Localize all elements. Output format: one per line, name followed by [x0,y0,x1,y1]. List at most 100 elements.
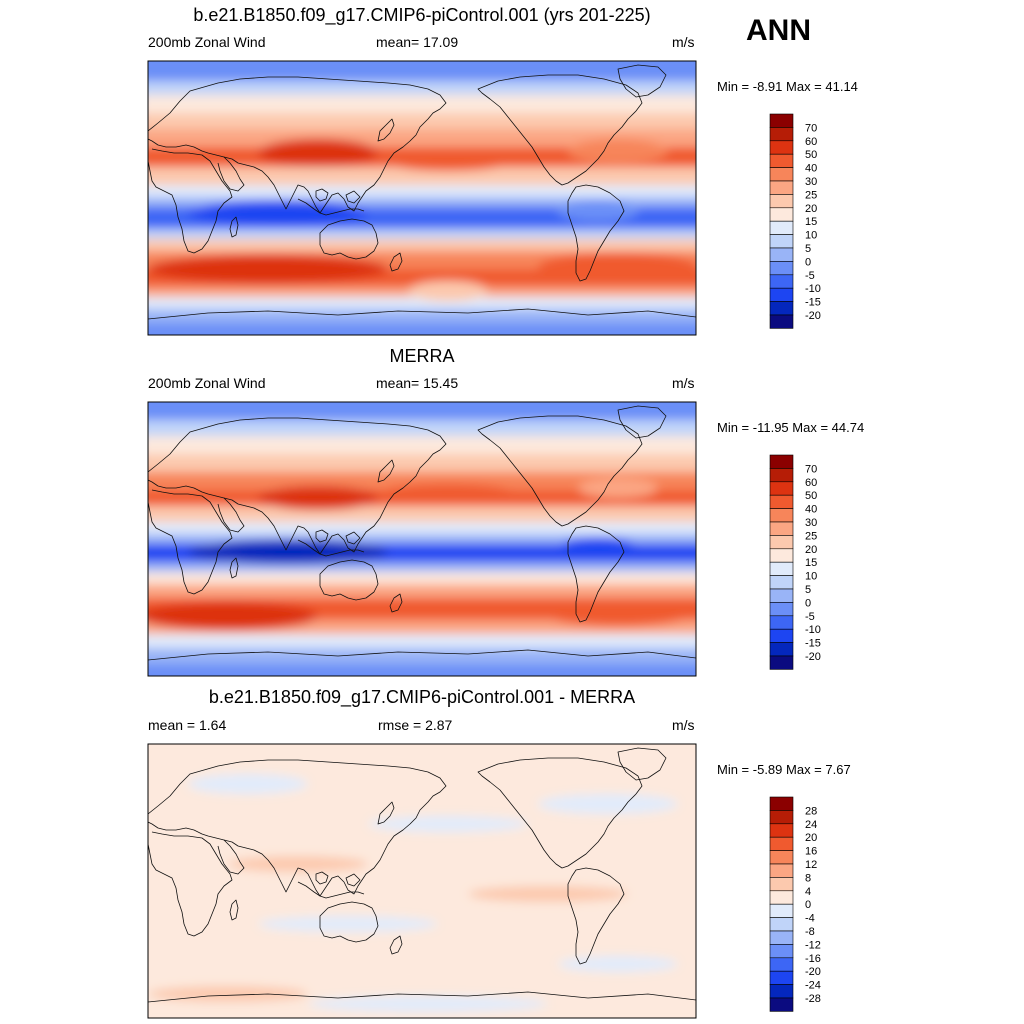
colorbar-swatch [769,314,794,329]
colorbar-swatch [769,167,794,182]
colorbar-label: 15 [805,216,817,228]
colorbar-label: -5 [805,611,815,623]
colorbar-label: 25 [805,530,817,542]
colorbar-swatch [769,140,794,155]
colorbar-swatch [769,180,794,195]
colorbar-swatch [769,810,794,825]
colorbar-label: 60 [805,477,817,489]
map-panel-1 [148,61,696,335]
panel-2-variable-label: 200mb Zonal Wind [148,375,266,391]
colorbar-swatch [769,207,794,222]
panel-2-mean-label: mean= 15.45 [376,375,459,391]
panel-1-title: b.e21.B1850.f09_g17.CMIP6-piControl.001 … [193,5,651,25]
colorbar-label: 5 [805,243,811,255]
colorbar-label: 70 [805,463,817,475]
colorbar-label: 50 [805,490,817,502]
colorbar-label: -10 [805,283,821,295]
colorbar-label: 40 [805,163,817,175]
colorbar-swatch [769,903,794,918]
colorbar-label: 0 [805,899,811,911]
colorbar-swatch [769,494,794,509]
colorbar-label: 50 [805,149,817,161]
panel-1-variable-label: 200mb Zonal Wind [148,34,266,50]
panel-2-units-label: m/s [672,375,695,391]
colorbar-swatch [769,588,794,603]
colorbar-label: 20 [805,544,817,556]
colorbar-swatch [769,548,794,563]
colorbar-swatch [769,535,794,550]
colorbar-label: 16 [805,846,817,858]
colorbar-label: 0 [805,256,811,268]
map-panel-2 [148,402,696,676]
colorbar-swatch [769,521,794,536]
panel-3-minmax: Min = -5.89 Max = 7.67 [717,762,851,777]
colorbar-label: 10 [805,230,817,242]
panel-1-units-label: m/s [672,34,695,50]
colorbar-swatch [769,468,794,483]
colorbar-swatch [769,274,794,289]
colorbar-label: -12 [805,939,821,951]
panel-2-minmax: Min = -11.95 Max = 44.74 [717,420,865,435]
map-panel-3 [148,744,696,1018]
colorbar-swatch [769,575,794,590]
colorbar-swatch [769,194,794,209]
colorbar-label: -5 [805,270,815,282]
panel-1-mean-label: mean= 17.09 [376,34,459,50]
colorbar-swatch [769,970,794,985]
colorbar-label: -28 [805,993,821,1005]
panel-3-mean-label: mean = 1.64 [148,717,227,733]
colorbar-label: -15 [805,638,821,650]
colorbar-swatch [769,615,794,630]
colorbar-label: 30 [805,176,817,188]
colorbar-label: -10 [805,624,821,636]
colorbar-swatch [769,877,794,892]
colorbar-label: -4 [805,913,815,925]
map-frame-1 [147,60,697,336]
colorbar-swatch [769,127,794,142]
panel-3-title: b.e21.B1850.f09_g17.CMIP6-piControl.001 … [208,687,636,707]
colorbar-swatch [769,850,794,865]
colorbar-label: 5 [805,584,811,596]
colorbar-label: 24 [805,819,817,831]
colorbar-swatch [769,287,794,302]
colorbar-label: 60 [805,136,817,148]
colorbar-label: 15 [805,557,817,569]
colorbar-swatch [769,220,794,235]
colorbar-swatch [769,823,794,838]
colorbar-label: 28 [805,805,817,817]
colorbar-label: 8 [805,872,811,884]
colorbar-swatch [769,957,794,972]
colorbar-swatch [769,301,794,316]
colorbar-swatch [769,561,794,576]
colorbar-swatch [769,247,794,262]
colorbar-swatch [769,984,794,999]
colorbar-swatch [769,655,794,670]
season-label: ANN [746,14,811,47]
colorbar-swatch [769,930,794,945]
colorbar-label: 25 [805,189,817,201]
colorbar-label: 0 [805,597,811,609]
panel-3-rmse-label: rmse = 2.87 [378,717,453,733]
panel-3-units-label: m/s [672,717,695,733]
colorbar-swatch [769,153,794,168]
map-frame-3 [147,743,697,1019]
colorbar-label: -15 [805,297,821,309]
colorbar-swatch [769,261,794,276]
colorbar-label: -20 [805,651,821,663]
colorbar-label: 20 [805,203,817,215]
colorbar-swatch [769,602,794,617]
colorbar-label: -8 [805,926,815,938]
colorbar-swatch [769,917,794,932]
colorbar-label: -24 [805,980,821,992]
colorbar-label: 40 [805,504,817,516]
colorbar-swatch [769,836,794,851]
colorbar-swatch [769,890,794,905]
colorbar-swatch [769,481,794,496]
colorbar-label: 10 [805,571,817,583]
colorbar-label: -20 [805,310,821,322]
colorbar-label: 20 [805,832,817,844]
